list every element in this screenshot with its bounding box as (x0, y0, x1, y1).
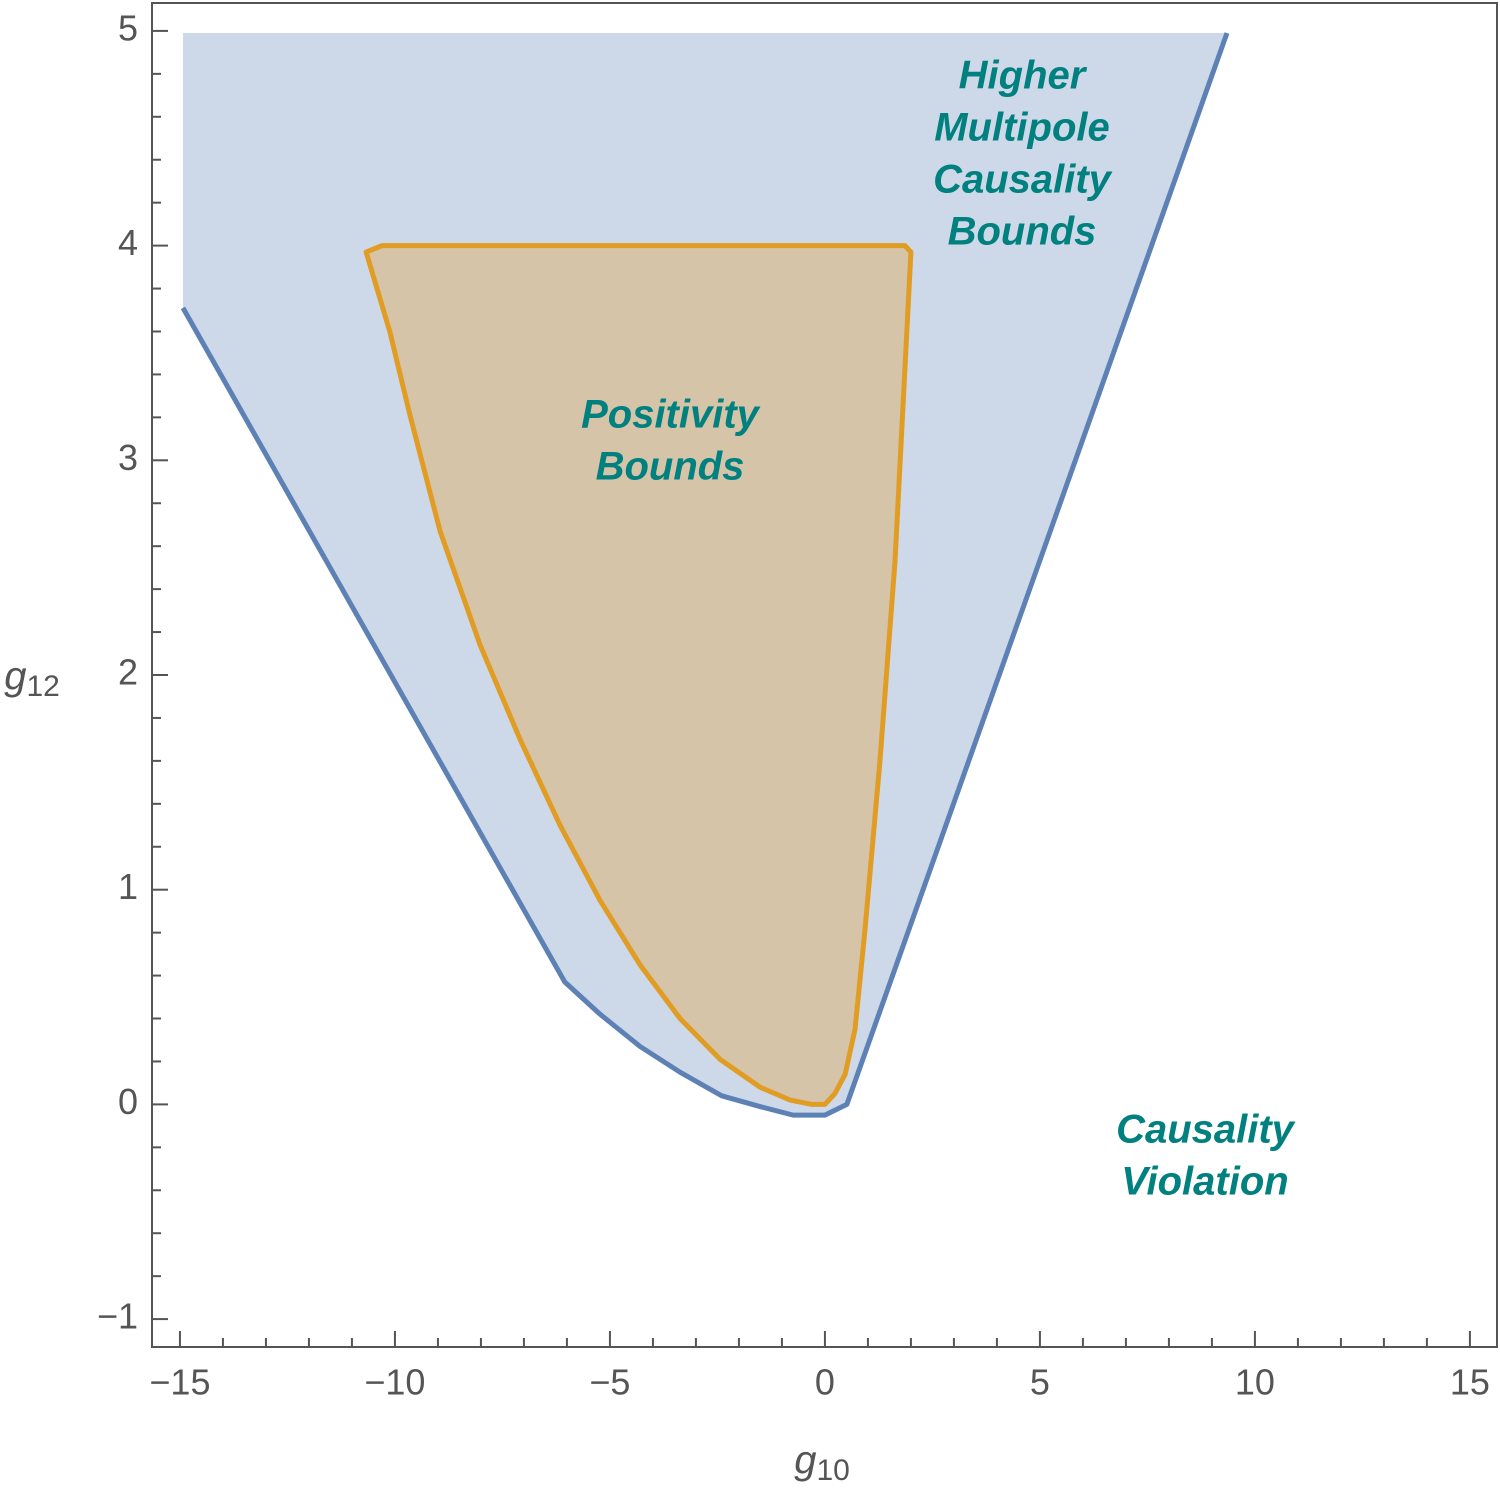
annotation: Bounds (596, 445, 745, 489)
x-tick-label: 15 (1450, 1362, 1490, 1403)
annotation: Causality (1116, 1108, 1296, 1152)
y-axis-label-base: g (4, 654, 26, 698)
y-tick-label: 2 (118, 652, 138, 693)
annotation: Positivity (581, 393, 761, 437)
annotation: Causality (933, 158, 1113, 202)
x-axis-label-base: g (794, 1438, 816, 1482)
region-fill (366, 245, 911, 1105)
x-axis-label: g10 (794, 1438, 850, 1487)
x-axis-label-sub: 10 (816, 1454, 849, 1487)
y-tick-label: 1 (118, 866, 138, 907)
y-axis-label: g12 (4, 654, 60, 703)
region-boundary (363, 243, 914, 1107)
x-tick-label: −15 (149, 1362, 210, 1403)
y-axis-label-sub: 12 (26, 670, 59, 703)
annotation: Multipole (934, 106, 1110, 150)
annotation: Violation (1121, 1160, 1288, 1204)
y-tick-label: −1 (97, 1296, 138, 1337)
x-tick-label: −10 (364, 1362, 425, 1403)
x-tick-label: 10 (1235, 1362, 1275, 1403)
y-tick-label: 5 (118, 7, 138, 48)
annotation: Bounds (948, 210, 1097, 254)
y-tick-label: 4 (118, 222, 138, 263)
region-boundary (180, 32, 1230, 1118)
y-tick-label: 3 (118, 437, 138, 478)
x-tick-label: 0 (815, 1362, 835, 1403)
annotation: Higher (959, 54, 1088, 98)
x-tick-label: 5 (1030, 1362, 1050, 1403)
x-tick-label: −5 (589, 1362, 630, 1403)
y-tick-label: 0 (118, 1081, 138, 1122)
